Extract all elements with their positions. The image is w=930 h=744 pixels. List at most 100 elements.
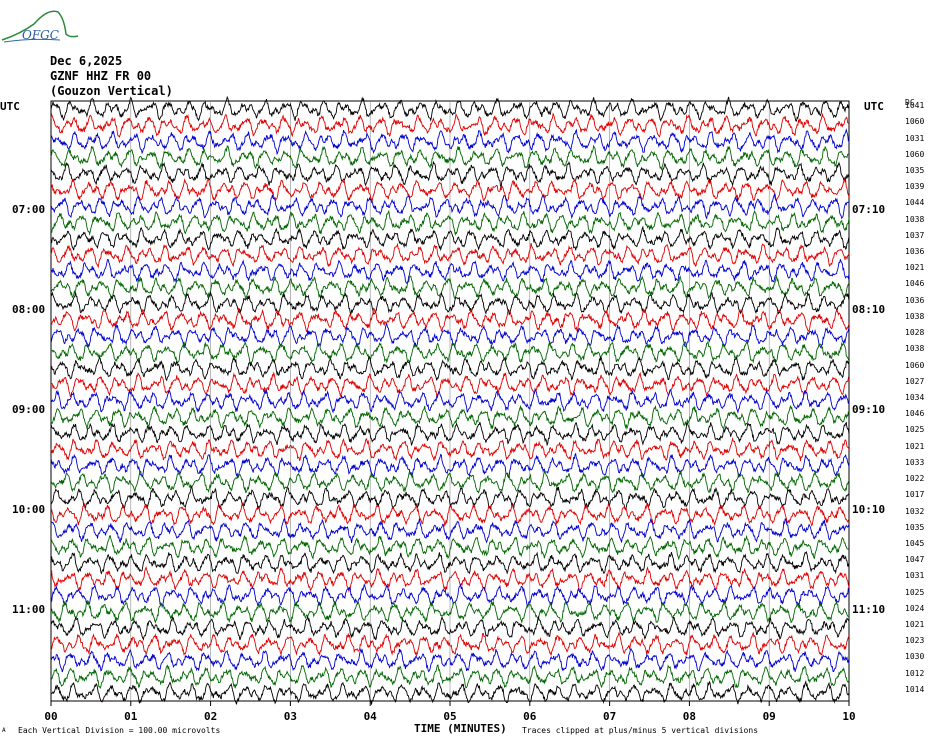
logo-text: OFGC: [22, 28, 59, 42]
row-value-label: 1031: [905, 133, 925, 143]
right-time-label: 09:10: [852, 403, 886, 416]
seismic-trace: [50, 387, 850, 414]
row-value-label: 1046: [905, 409, 925, 419]
seismic-trace: [50, 566, 850, 593]
row-value-label: 1027: [905, 376, 925, 386]
seismic-trace: [50, 583, 850, 609]
row-value-label: 1060: [905, 360, 925, 370]
seismic-trace: [50, 290, 850, 316]
row-value-label: 1036: [905, 295, 925, 305]
seismic-trace: [50, 437, 850, 462]
row-value-label: 1046: [905, 279, 925, 289]
row-value-label: 1021: [905, 263, 925, 273]
row-value-label: 1024: [905, 603, 925, 613]
x-tick-label: 08: [683, 710, 696, 723]
row-value-label: 1045: [905, 538, 925, 548]
seismic-trace: [50, 371, 850, 398]
row-value-label: 1012: [905, 668, 925, 678]
chart-station: GZNF HHZ FR 00: [50, 69, 152, 83]
row-value-label: 1022: [905, 474, 925, 484]
row-value-label: 1044: [905, 198, 925, 208]
seismic-trace: [51, 128, 850, 156]
x-tick-label: 04: [364, 710, 378, 723]
vertical-division-note: Each Vertical Division = 100.00 microvol…: [18, 726, 221, 735]
row-value-label: 1039: [905, 182, 925, 192]
row-value-label: 1021: [905, 620, 925, 630]
chart-location: (Gouzon Vertical): [50, 84, 173, 98]
x-tick-label: 01: [124, 710, 138, 723]
row-value-label: 1021: [905, 441, 925, 451]
row-value-label: 1034: [905, 393, 925, 402]
seismic-trace: [50, 501, 850, 527]
logo-mountain-icon: [1, 10, 79, 43]
seismic-trace: [50, 209, 850, 237]
seismic-trace: [50, 469, 850, 494]
row-value-label: 1017: [905, 490, 925, 500]
seismic-trace: [50, 144, 850, 171]
x-tick-label: 10: [842, 710, 855, 723]
row-value-label: 1038: [905, 311, 925, 321]
seismic-traces: [50, 95, 850, 705]
seismic-trace: [50, 517, 850, 544]
left-time-label: 10:00: [12, 503, 46, 516]
chart-date: Dec 6,2025: [50, 54, 123, 68]
seismic-trace: [50, 421, 850, 447]
seismic-trace: [50, 275, 850, 300]
row-value-label: 1025: [905, 425, 925, 435]
row-value-label: 1036: [905, 247, 925, 257]
left-tz-label: UTC: [0, 100, 20, 113]
logo: OFGC: [0, 4, 80, 44]
row-value-label: 1035: [905, 165, 925, 175]
seismic-trace: [50, 485, 850, 510]
seismic-trace: [50, 225, 850, 252]
right-time-label: 10:10: [852, 503, 886, 516]
seismic-trace: [50, 323, 850, 349]
seismic-trace: [50, 404, 849, 430]
clip-note: Traces clipped at plus/minus 5 vertical …: [522, 726, 759, 735]
seismic-trace: [50, 534, 850, 561]
x-tick-label: 09: [763, 710, 776, 723]
seismic-trace: [50, 615, 850, 642]
right-col-header: DC: [905, 98, 915, 107]
seismic-trace: [50, 112, 850, 138]
footer-icon: A: [2, 727, 6, 734]
seismic-trace: [50, 355, 850, 382]
row-value-label: 1031: [905, 571, 925, 581]
x-tick-label: 00: [44, 710, 57, 723]
right-tz-label: UTC: [864, 100, 884, 113]
row-value-label: 1014: [905, 684, 925, 694]
row-value-label: 1060: [905, 149, 925, 159]
row-value-label: 1035: [905, 522, 925, 532]
seismic-trace: [50, 631, 850, 657]
seismic-trace: [50, 177, 850, 203]
row-value-label: 1047: [905, 555, 925, 565]
seismic-trace: [50, 160, 850, 187]
right-time-label: 08:10: [852, 303, 886, 316]
row-value-label: 1032: [905, 506, 925, 516]
x-tick-label: 02: [204, 710, 217, 723]
x-tick-label: 06: [523, 710, 537, 723]
x-tick-label: 05: [443, 710, 456, 723]
seismic-trace: [50, 95, 850, 122]
row-value-label: 1041: [905, 101, 925, 111]
row-value-label: 1060: [905, 117, 925, 127]
x-tick-label: 07: [603, 710, 616, 723]
seismic-trace: [50, 192, 850, 220]
row-value-label: 1038: [905, 214, 925, 224]
right-time-label: 11:10: [852, 603, 886, 616]
left-time-label: 07:00: [12, 203, 46, 216]
row-value-label: 1037: [905, 230, 925, 240]
seismic-trace: [50, 664, 850, 690]
row-value-label: 1023: [905, 636, 925, 646]
seismic-trace: [50, 307, 850, 334]
seismic-trace: [50, 242, 850, 269]
right-time-label: 07:10: [852, 203, 886, 216]
x-tick-label: 03: [284, 710, 297, 723]
seismic-trace: [50, 550, 850, 575]
seismic-trace: [50, 258, 850, 284]
row-value-label: 1028: [905, 328, 925, 338]
seismic-trace: [51, 600, 850, 624]
row-value-label: 1025: [905, 587, 925, 597]
seismic-trace: [50, 452, 850, 480]
